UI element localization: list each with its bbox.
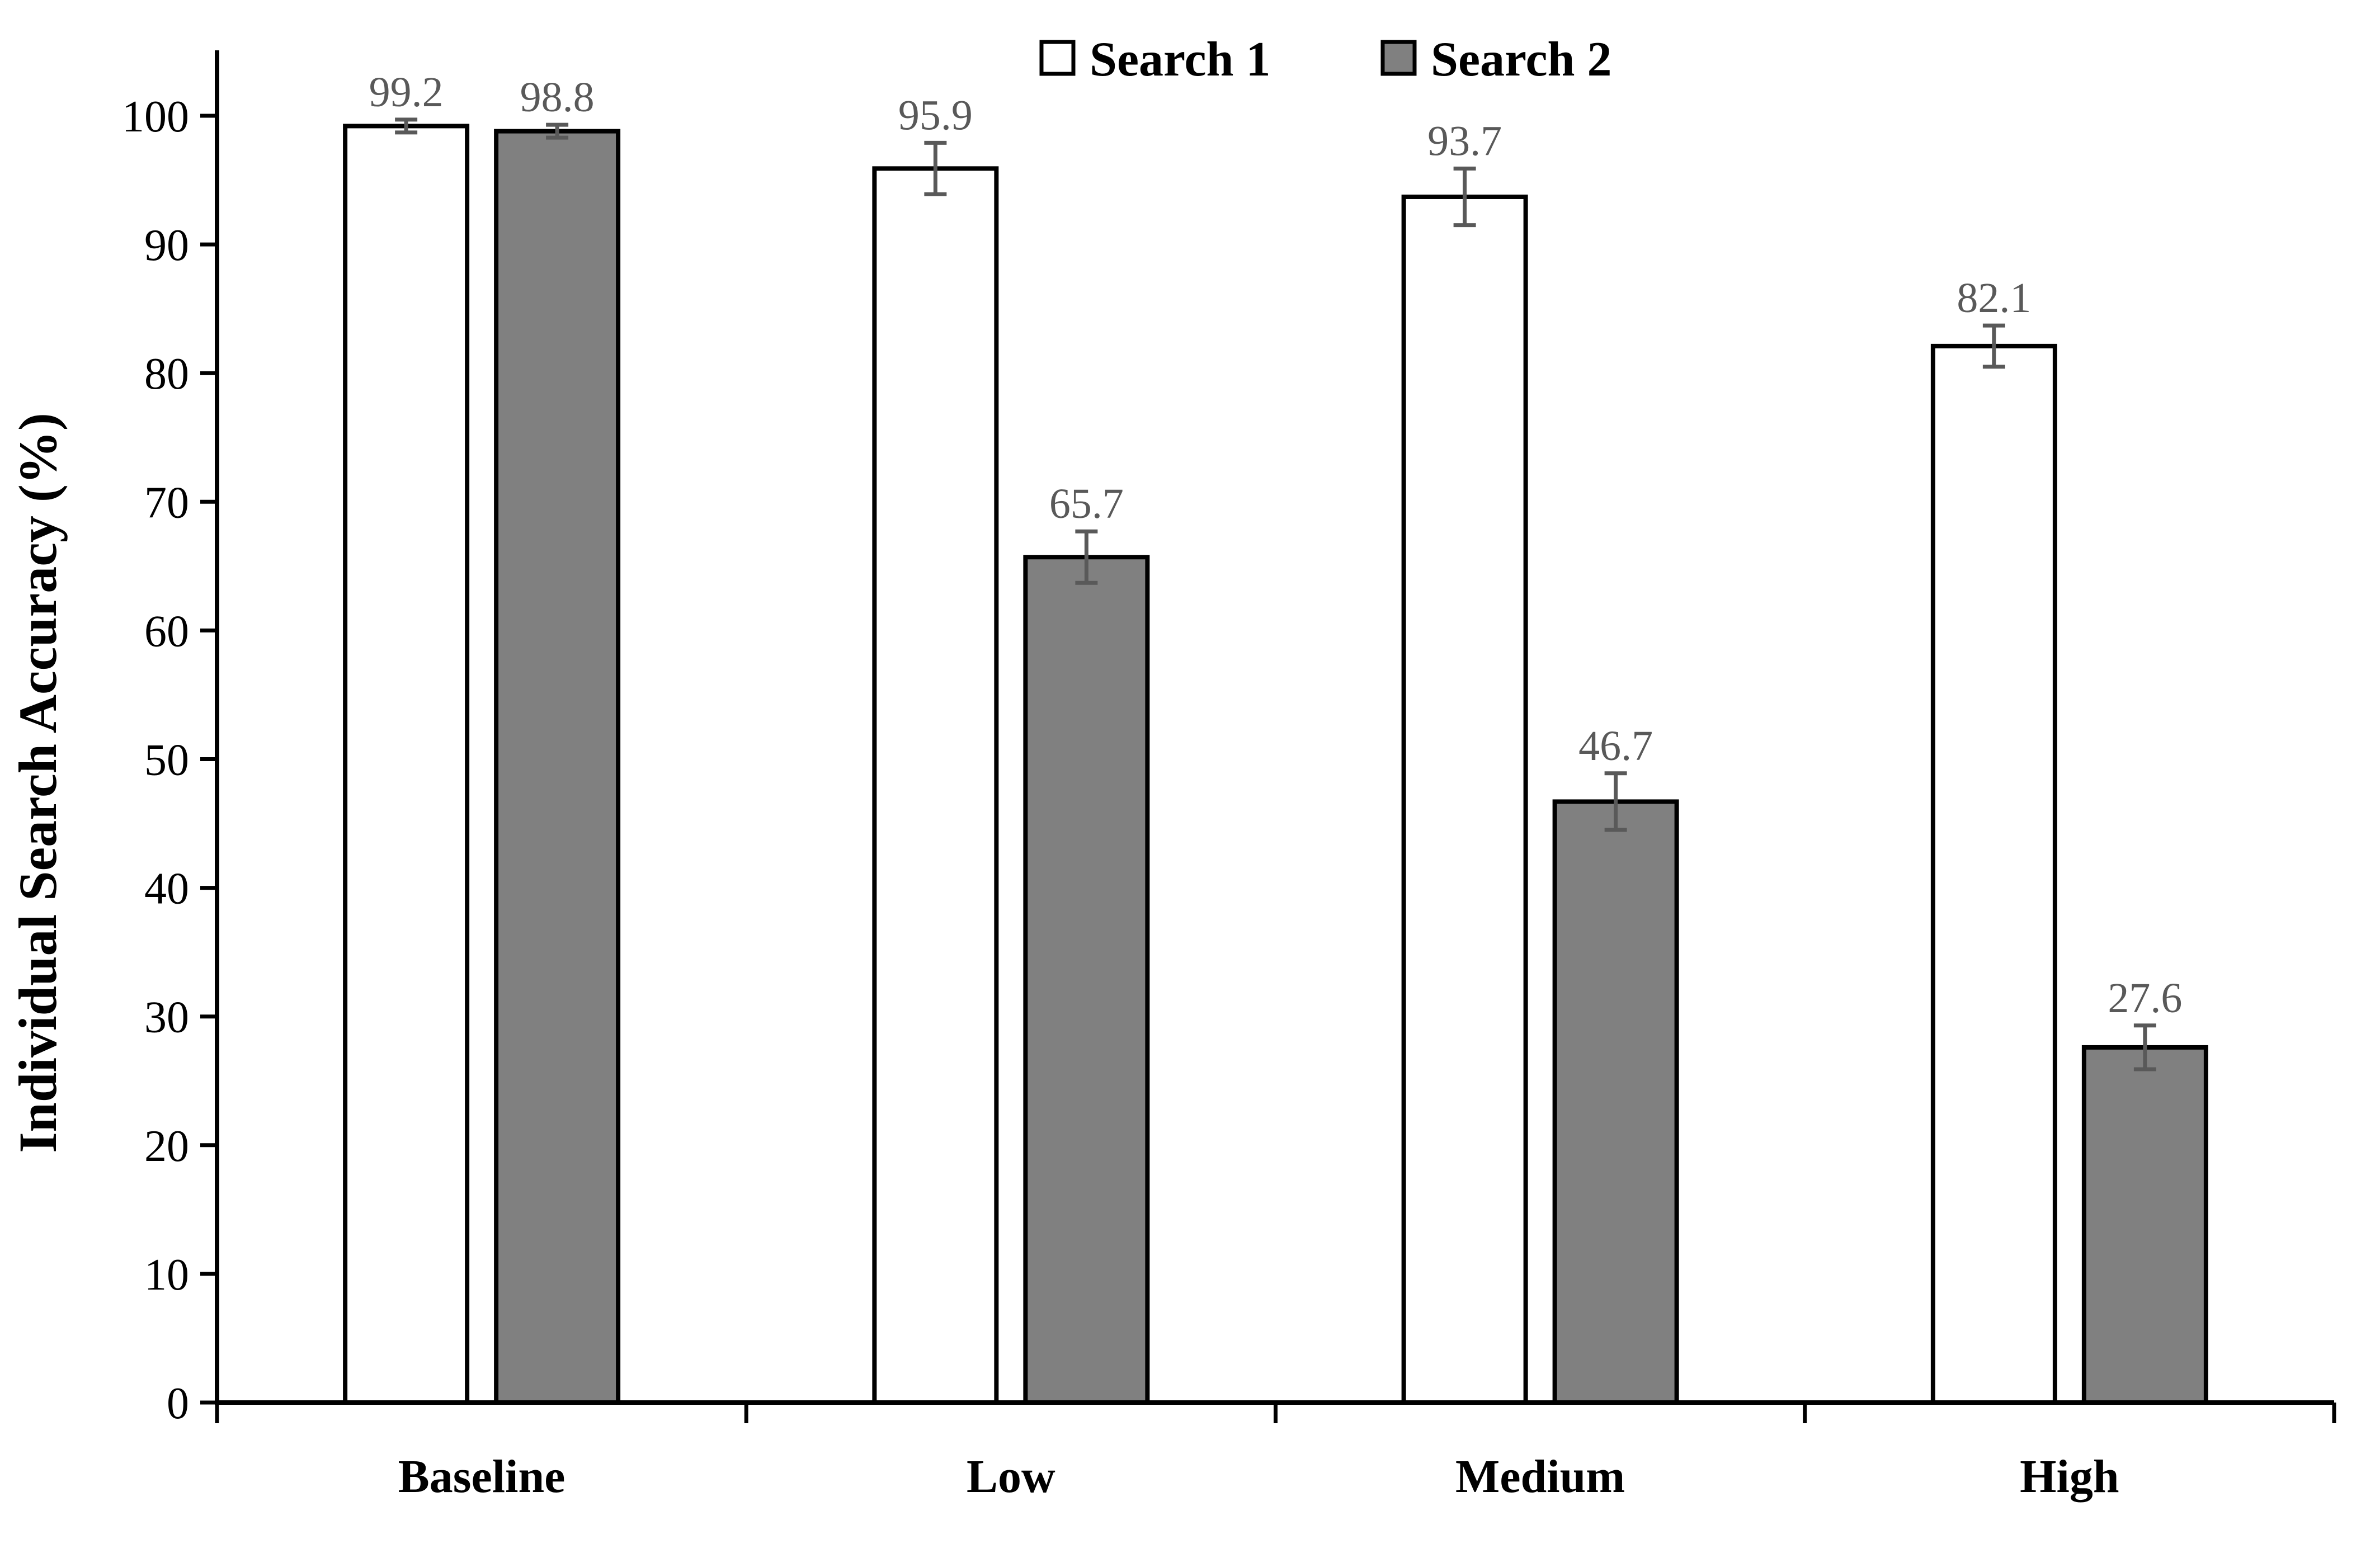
y-tick-label-80: 80 bbox=[144, 350, 189, 399]
x-ticks-layer bbox=[215, 1403, 2336, 1423]
category-labels-layer: Baseline Low Medium High bbox=[398, 1451, 2119, 1503]
legend-swatch-search-2 bbox=[1380, 40, 1417, 76]
value-label-search-2-high: 27.6 bbox=[2108, 975, 2182, 1022]
error-bar-search-2-high bbox=[2133, 1023, 2156, 1071]
category-label-low: Low bbox=[967, 1451, 1055, 1503]
error-bar-search-1-medium bbox=[1453, 166, 1476, 228]
value-label-search-1-high: 82.1 bbox=[1957, 275, 2031, 322]
y-tick-label-10: 10 bbox=[144, 1250, 189, 1300]
y-tick-label-60: 60 bbox=[144, 607, 189, 656]
y-tick-label-50: 50 bbox=[144, 736, 189, 785]
bar-search-2-high bbox=[2081, 1045, 2208, 1405]
error-bar-search-2-low bbox=[1075, 529, 1098, 585]
y-tick-label-100: 100 bbox=[122, 92, 189, 141]
y-tick-label-90: 90 bbox=[144, 221, 189, 270]
error-bar-search-1-low bbox=[924, 140, 947, 196]
y-tick-label-30: 30 bbox=[144, 993, 189, 1042]
value-label-search-1-low: 95.9 bbox=[898, 92, 973, 139]
bar-search-1-low bbox=[872, 166, 999, 1405]
bar-search-1-medium bbox=[1401, 194, 1528, 1405]
error-bar-search-1-baseline bbox=[395, 117, 418, 135]
error-bars-layer bbox=[395, 117, 2156, 1071]
value-label-search-2-medium: 46.7 bbox=[1578, 723, 1653, 769]
value-label-search-2-low: 65.7 bbox=[1049, 480, 1124, 527]
bar-search-1-high bbox=[1930, 343, 2057, 1405]
error-bar-search-2-baseline bbox=[546, 122, 569, 140]
bar-search-2-medium bbox=[1552, 799, 1679, 1405]
y-tick-label-20: 20 bbox=[144, 1122, 189, 1171]
bars-layer bbox=[343, 124, 2208, 1405]
y-tick-label-40: 40 bbox=[144, 865, 189, 914]
error-bar-search-2-medium bbox=[1604, 771, 1627, 832]
value-label-search-1-medium: 93.7 bbox=[1427, 117, 1502, 164]
error-bar-search-1-high bbox=[1982, 323, 2005, 369]
legend-label-search-1: Search 1 bbox=[1090, 32, 1270, 87]
y-tick-label-0: 0 bbox=[167, 1379, 189, 1428]
y-tick-label-70: 70 bbox=[144, 478, 189, 527]
legend: Search 1 Search 2 bbox=[1039, 32, 1611, 87]
category-label-high: High bbox=[2020, 1451, 2119, 1503]
y-ticks-layer: 0 10 20 30 40 50 60 70 80 90 100 bbox=[122, 92, 217, 1428]
bar-search-2-low bbox=[1023, 555, 1150, 1405]
y-axis-title: Individual Search Accuracy (%) bbox=[8, 413, 68, 1153]
value-labels-layer: 99.2 98.8 95.9 65.7 93.7 46.7 82.1 27.6 bbox=[369, 69, 2183, 1022]
category-label-baseline: Baseline bbox=[398, 1451, 565, 1503]
bar-search-1-baseline bbox=[343, 124, 470, 1405]
bar-search-2-baseline bbox=[494, 129, 621, 1405]
legend-label-search-2: Search 2 bbox=[1431, 32, 1611, 87]
category-label-medium: Medium bbox=[1455, 1451, 1625, 1503]
legend-swatch-search-1 bbox=[1039, 40, 1076, 76]
value-label-search-2-baseline: 98.8 bbox=[520, 74, 595, 121]
value-label-search-1-baseline: 99.2 bbox=[369, 69, 444, 116]
